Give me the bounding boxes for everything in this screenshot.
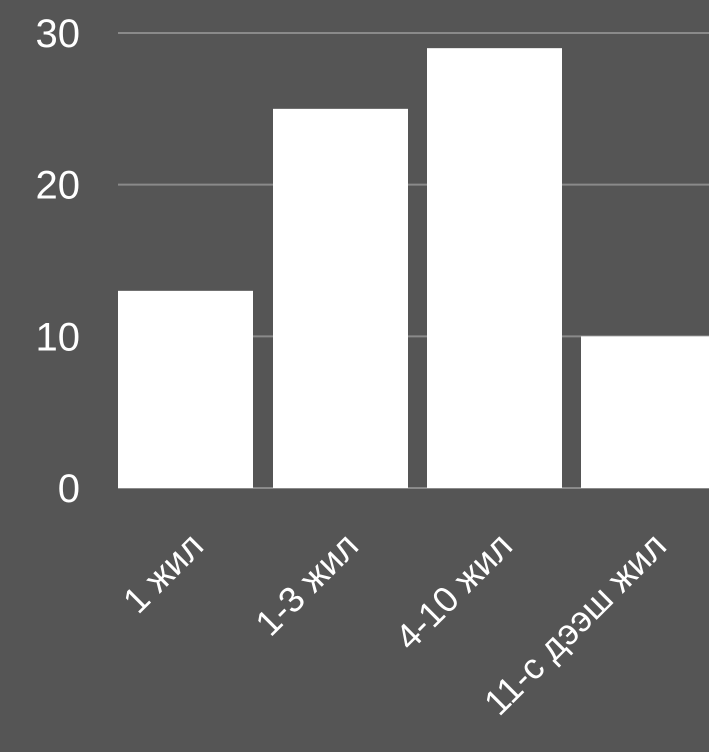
y-tick-label-30: 30: [36, 12, 81, 56]
bar-3: [427, 48, 562, 489]
bar-4: [581, 336, 709, 488]
bar-1: [118, 290, 253, 488]
bar-2: [273, 108, 408, 488]
y-tick-label-20: 20: [36, 164, 81, 208]
y-tick-label-10: 10: [36, 315, 81, 359]
y-tick-label-0: 0: [58, 467, 80, 511]
bars: [118, 48, 709, 489]
y-axis: 0 10 20 30: [36, 12, 81, 511]
